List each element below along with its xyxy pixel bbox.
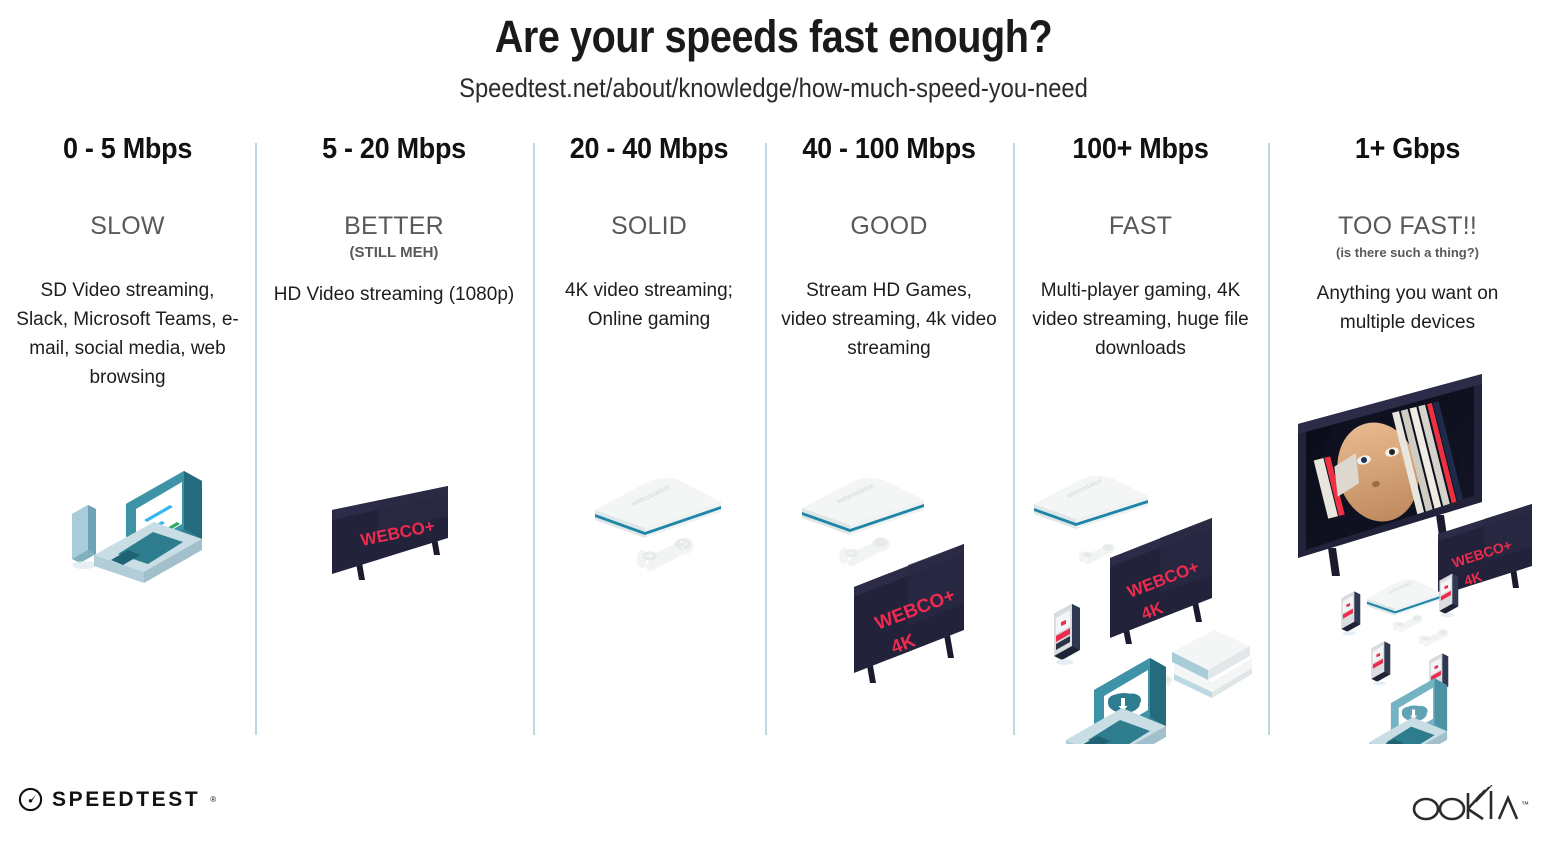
illustration-tv-webco: WEBCO+ <box>326 484 462 594</box>
page-title: Are your speeds fast enough? <box>494 11 1053 62</box>
speedtest-trademark: ® <box>210 795 217 804</box>
page-subtitle-url: Speedtest.net/about/knowledge/how-much-s… <box>459 73 1088 103</box>
router-icon <box>1172 630 1252 698</box>
tv-large-icon <box>1298 374 1482 576</box>
speed-tier-column-6: 1+ Gbps TOO FAST!! (is there such a thin… <box>1268 135 1547 338</box>
ookla-trademark: ™ <box>1521 800 1529 809</box>
tier-rating-label: GOOD <box>850 212 928 240</box>
cloud-sync-icon <box>1108 693 1141 713</box>
game-controller-icon <box>1392 614 1423 633</box>
laptop-cloud-icon <box>1369 678 1448 744</box>
astronaut-image <box>1306 384 1474 550</box>
phone-icon <box>1054 604 1080 665</box>
tier-rating-label: SLOW <box>90 212 165 240</box>
tier-rating-label: TOO FAST!! <box>1337 212 1478 240</box>
speed-tiers: 0 - 5 Mbps SLOW SD Video streaming, Slac… <box>0 135 1547 745</box>
phone-icon <box>1371 641 1391 686</box>
phone-icon <box>1439 573 1459 618</box>
laptop-icon <box>94 471 202 583</box>
speedometer-icon <box>18 787 43 812</box>
header: Are your speeds fast enough? Speedtest.n… <box>0 0 1547 102</box>
tier-rating-label: FAST <box>1108 212 1173 240</box>
tier-description: 4K video streaming; Online gaming <box>565 280 733 330</box>
tier-speed-label: 1+ Gbps <box>1354 133 1461 165</box>
ookla-logo[interactable]: ™ <box>1411 785 1529 823</box>
game-console-icon: webcostation <box>1366 579 1441 616</box>
illustration-console-controller: webcostation <box>589 476 729 586</box>
phone-icon <box>1341 591 1361 636</box>
footer: SPEEDTEST ® ™ <box>0 773 1547 843</box>
cloud-sync-icon <box>1401 705 1428 722</box>
tv-icon: WEBCO+ 4K <box>1110 518 1212 644</box>
tier-description: Multi-player gaming, 4K video streaming,… <box>1032 280 1249 359</box>
laptop-cloud-icon <box>1066 658 1166 744</box>
tier-description: SD Video streaming, Slack, Microsoft Tea… <box>16 280 239 388</box>
speed-tier-column-4: 40 - 100 Mbps GOOD Stream HD Games, vide… <box>765 135 1013 364</box>
illustration-laptop-phone <box>58 462 218 592</box>
phone-icon <box>72 505 96 569</box>
tv-resolution-text: 4K <box>1462 568 1484 589</box>
column-divider-2 <box>533 143 535 735</box>
tier-rating-sublabel: (is there such a thing?) <box>1335 245 1479 260</box>
tv-icon: WEBCO+ 4K <box>854 544 964 683</box>
tier-description: Stream HD Games, video streaming, 4k vid… <box>781 280 997 359</box>
ookla-wordmark <box>1412 785 1519 821</box>
illustration-console-tv4k: webcostation WEBCO+ 4K <box>798 476 978 691</box>
tier-rating-label: BETTER <box>344 212 444 240</box>
game-controller-icon <box>636 537 694 572</box>
illustration-everything-cluster: WEBCO+ 4K webcostation <box>1296 372 1544 744</box>
speed-tier-column-1: 0 - 5 Mbps SLOW SD Video streaming, Slac… <box>0 135 255 393</box>
column-divider-1 <box>255 143 257 735</box>
speed-tier-column-5: 100+ Mbps FAST Multi-player gaming, 4K v… <box>1013 135 1268 364</box>
tier-rating-label: SOLID <box>610 212 688 240</box>
tv-icon: WEBCO+ <box>332 486 448 580</box>
game-console-icon: webcostation <box>1034 475 1148 529</box>
column-divider-3 <box>765 143 767 735</box>
tier-speed-label: 0 - 5 Mbps <box>62 133 193 165</box>
speedtest-logo[interactable]: SPEEDTEST ® <box>18 787 216 812</box>
speedtest-wordmark: SPEEDTEST <box>52 788 201 811</box>
tier-speed-label: 100+ Mbps <box>1072 133 1209 165</box>
tier-speed-label: 5 - 20 Mbps <box>322 133 466 165</box>
speed-tier-column-2: 5 - 20 Mbps BETTER (STILL MEH) HD Video … <box>255 135 533 310</box>
game-controller-icon <box>1078 543 1115 565</box>
tier-speed-label: 20 - 40 Mbps <box>569 133 729 165</box>
speed-tier-column-3: 20 - 40 Mbps SOLID 4K video streaming; O… <box>533 135 765 335</box>
game-console-icon: webcostation <box>595 477 721 538</box>
column-divider-4 <box>1013 143 1015 735</box>
column-divider-5 <box>1268 143 1270 735</box>
game-console-icon: webcostation <box>802 477 924 535</box>
tier-rating-sublabel: (STILL MEH) <box>349 244 439 261</box>
game-controller-icon <box>1418 628 1449 647</box>
tier-description: HD Video streaming (1080p) <box>273 284 515 305</box>
illustration-device-cluster: webcostation WEBCO+ 4K <box>1020 474 1265 744</box>
tier-description: Anything you want on multiple devices <box>1316 283 1499 333</box>
tier-speed-label: 40 - 100 Mbps <box>802 133 976 165</box>
game-controller-icon <box>839 536 890 567</box>
